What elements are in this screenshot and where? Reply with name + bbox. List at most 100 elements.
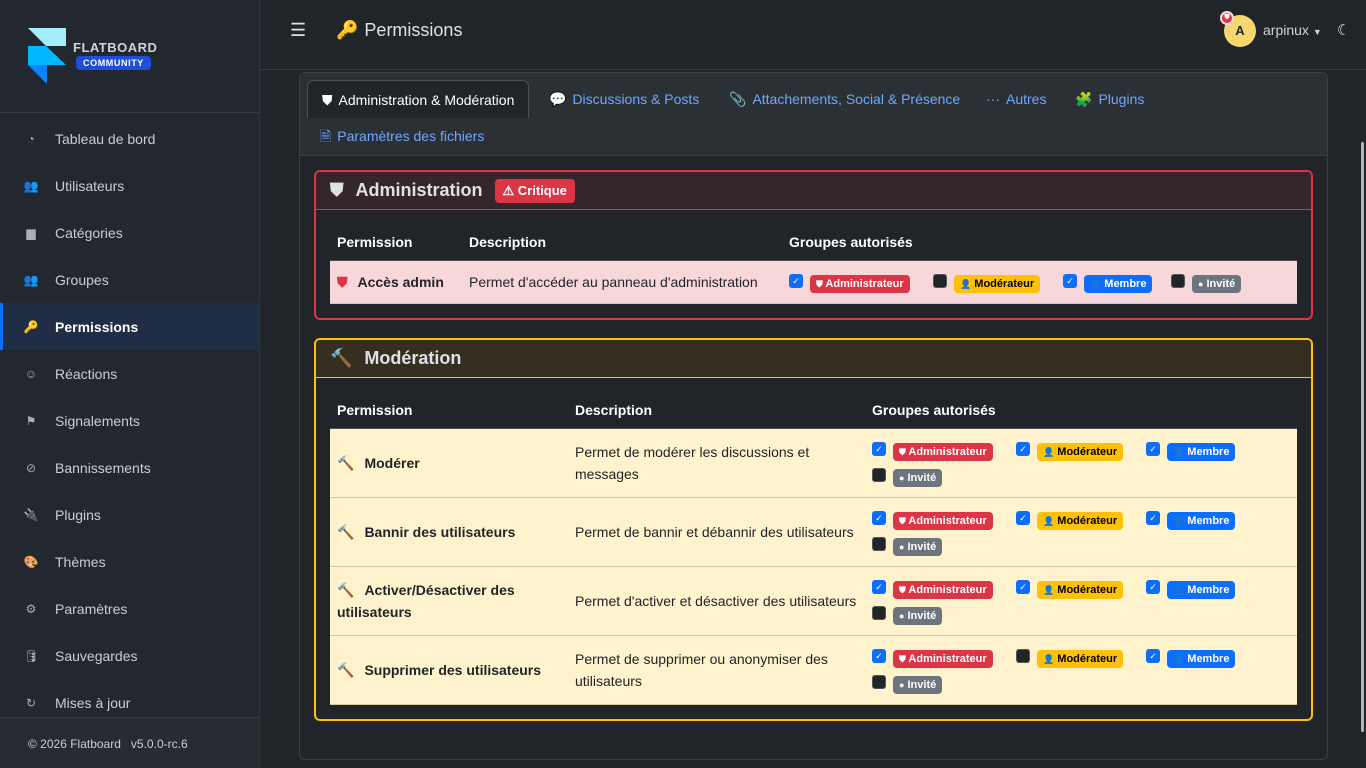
sidebar-nav: ◔ Tableau de bord 👥 Utilisateurs ▆ Catégories… xyxy=(0,115,259,726)
moderator-badge: 👤 Modérateur xyxy=(1037,511,1124,530)
group-toggle: ● Invité xyxy=(872,603,943,625)
group-name: Invité xyxy=(907,540,937,553)
member-badge: 👤 Membre xyxy=(1167,442,1236,461)
tab-parametres-fichiers[interactable]: 🗎 Paramètres des fichiers xyxy=(306,117,498,155)
page-title-text: Permissions xyxy=(364,20,463,40)
page-title: 🔑 Permissions xyxy=(336,20,462,41)
moderator-badge: 👤 Modérateur xyxy=(1037,649,1124,668)
group-name: Membre xyxy=(1104,277,1147,290)
group-checkbox[interactable] xyxy=(872,467,886,482)
tab-administration-moderation[interactable]: ⛊ Administration & Modération xyxy=(307,80,530,118)
refresh-icon: ↻ xyxy=(25,695,37,710)
username: arpinux xyxy=(1263,22,1309,38)
gavel-icon: 🔨 xyxy=(337,581,355,598)
permission-description: Permet d'accéder au panneau d'administra… xyxy=(462,260,782,304)
group-toggle: ✓ 👤 Modérateur xyxy=(1016,439,1146,461)
section-administration: ⛊ Administration ⚠ Critique Permission D… xyxy=(314,170,1313,320)
sidebar-item-signalements[interactable]: ⚑ Signalements xyxy=(0,397,259,444)
key-icon: 🔑 xyxy=(336,20,359,40)
permission-label: Supprimer des utilisateurs xyxy=(364,661,542,678)
group-name: Membre xyxy=(1187,514,1230,527)
sidebar-item-themes[interactable]: 🎨 Thèmes xyxy=(0,538,259,585)
group-checkbox[interactable] xyxy=(933,273,947,288)
group-toggle: ✓ ⛊ Administrateur xyxy=(872,577,1016,599)
sidebar-item-label: Groupes xyxy=(55,271,109,288)
plug-icon: 🔌 xyxy=(23,507,39,522)
user-menu[interactable]: arpinux ▼ xyxy=(1263,22,1322,38)
sidebar-item-mises-a-jour[interactable]: ↻ Mises à jour xyxy=(0,679,259,726)
group-checkbox[interactable]: ✓ xyxy=(1146,579,1160,594)
sidebar-item-utilisateurs[interactable]: 👥 Utilisateurs xyxy=(0,162,259,209)
group-toggle: 👤 Modérateur xyxy=(933,271,1063,293)
group-checkbox[interactable] xyxy=(1016,648,1030,663)
group-checkbox[interactable]: ✓ xyxy=(1016,579,1030,594)
group-checkbox[interactable]: ✓ xyxy=(1016,510,1030,525)
sidebar-item-reactions[interactable]: ☺ Réactions xyxy=(0,350,259,397)
sidebar-item-groupes[interactable]: 👥 Groupes xyxy=(0,256,259,303)
paperclip-icon: 📎 xyxy=(729,91,747,107)
user-shield-icon: 👤 xyxy=(960,278,972,289)
tabs: ⛊ Administration & Modération 💬 Discussion… xyxy=(300,73,1327,156)
critical-badge-text: Critique xyxy=(517,182,567,198)
group-checkbox[interactable] xyxy=(872,674,886,689)
group-checkbox[interactable] xyxy=(1171,273,1185,288)
permission-name: 🔨 Bannir des utilisateurs xyxy=(330,497,568,567)
group-toggle: ✓ 👤 Membre xyxy=(1146,439,1236,461)
menu-toggle-icon[interactable]: ☰ xyxy=(290,20,307,40)
sidebar-item-sauvegardes[interactable]: 🛢 Sauvegardes xyxy=(0,632,259,679)
shield-icon: ⛊ xyxy=(899,653,906,664)
group-checkbox[interactable]: ✓ xyxy=(1063,273,1077,288)
tab-autres[interactable]: ··· Autres xyxy=(972,80,1060,118)
group-name: Modérateur xyxy=(974,277,1035,290)
group-checkbox[interactable]: ✓ xyxy=(872,579,886,594)
group-checkbox[interactable]: ✓ xyxy=(1016,441,1030,456)
sidebar-item-categories[interactable]: ▆ Catégories xyxy=(0,209,259,256)
scrollbar[interactable] xyxy=(1361,142,1364,732)
gauge-icon: ◔ xyxy=(27,131,35,146)
group-name: Membre xyxy=(1187,583,1230,596)
group-checkbox[interactable] xyxy=(872,605,886,620)
group-toggle: ✓ 👤 Membre xyxy=(1063,271,1171,293)
sidebar-item-permissions[interactable]: 🔑 Permissions xyxy=(0,303,259,350)
sidebar-item-label: Mises à jour xyxy=(55,694,131,711)
group-checkbox[interactable]: ✓ xyxy=(872,648,886,663)
gavel-icon: 🔨 xyxy=(330,348,353,368)
permission-groups: ✓ ⛊ Administrateur 👤 Modérateur ✓ 👤 Membre ● … xyxy=(782,260,1297,304)
sidebar-item-tableau-de-bord[interactable]: ◔ Tableau de bord xyxy=(0,115,259,162)
sidebar-footer: © 2026 Flatboard v5.0.0-rc.6 xyxy=(0,717,259,768)
sidebar-item-parametres[interactable]: ⚙ Paramètres xyxy=(0,585,259,632)
sidebar-item-label: Signalements xyxy=(55,412,140,429)
group-toggle: ✓ 👤 Membre xyxy=(1146,508,1236,530)
permission-description: Permet d'activer et désactiver des utili… xyxy=(568,566,865,636)
permission-name: 🔨 Modérer xyxy=(330,428,568,498)
tab-discussions-posts[interactable]: 💬 Discussions & Posts xyxy=(535,80,713,118)
avatar[interactable]: A ⛊ xyxy=(1220,11,1256,47)
moderator-badge: 👤 Modérateur xyxy=(1037,580,1124,599)
dark-mode-toggle-icon[interactable]: ☾ xyxy=(1337,22,1351,39)
user-icon: 👤 xyxy=(1173,446,1185,457)
sidebar-item-bannissements[interactable]: ⊘ Bannissements xyxy=(0,444,259,491)
user-icon: 👤 xyxy=(1173,653,1185,664)
group-checkbox[interactable] xyxy=(872,536,886,551)
group-checkbox[interactable]: ✓ xyxy=(872,510,886,525)
database-icon: 🛢 xyxy=(23,648,39,663)
permission-groups: ✓ ⛊ Administrateur ✓ 👤 Modérateur ✓ 👤 Membre ●… xyxy=(865,566,1297,636)
tab-plugins[interactable]: 🧩 Plugins xyxy=(1061,80,1158,118)
group-checkbox[interactable]: ✓ xyxy=(789,273,803,288)
member-badge: 👤 Membre xyxy=(1167,580,1236,599)
group-checkbox[interactable]: ✓ xyxy=(1146,648,1160,663)
group-toggle: ✓ 👤 Membre xyxy=(1146,577,1236,599)
permissions-card: ⛊ Administration & Modération 💬 Discussion… xyxy=(299,72,1328,760)
user-circle-icon: ● xyxy=(899,472,905,483)
tab-attachements[interactable]: 📎 Attachements, Social & Présence xyxy=(715,80,974,118)
group-checkbox[interactable]: ✓ xyxy=(1146,441,1160,456)
group-name: Invité xyxy=(907,678,937,691)
ellipsis-icon: ··· xyxy=(986,91,1000,107)
palette-icon: 🎨 xyxy=(23,554,39,569)
permission-name: ⛊ Accès admin xyxy=(330,260,462,304)
sidebar-item-plugins[interactable]: 🔌 Plugins xyxy=(0,491,259,538)
permission-description: Permet de modérer les discussions et mes… xyxy=(568,428,865,498)
group-checkbox[interactable]: ✓ xyxy=(872,441,886,456)
group-checkbox[interactable]: ✓ xyxy=(1146,510,1160,525)
brand[interactable]: FLATBOARD COMMUNITY xyxy=(0,0,259,113)
